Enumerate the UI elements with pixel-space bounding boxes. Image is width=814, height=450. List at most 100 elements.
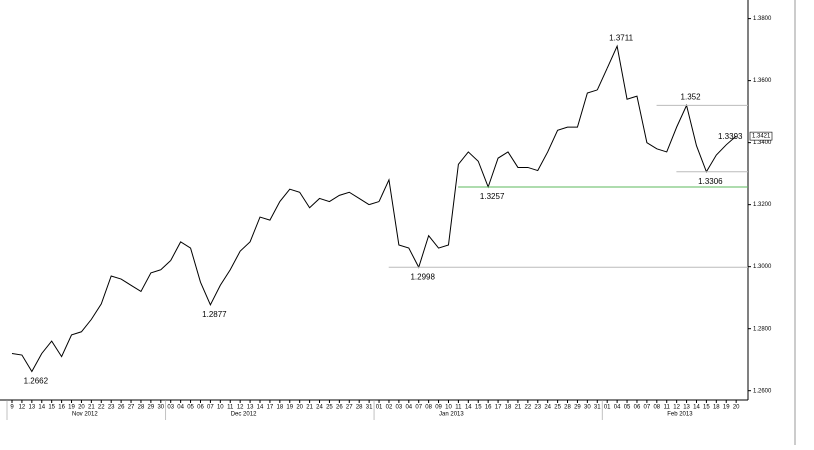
connector: [368, 201, 380, 206]
x-tick-label: 23: [108, 405, 115, 411]
x-tick-label: 16: [58, 405, 65, 411]
x-tick-label: 10: [217, 405, 224, 411]
x-tick-label: 9: [10, 405, 14, 411]
x-tick-label: 28: [138, 405, 145, 411]
x-tick-label: 23: [534, 405, 541, 411]
y-tick-label: 1.3200: [753, 202, 772, 208]
x-tick-label: 21: [306, 405, 313, 411]
annotation: 1.2662: [24, 377, 49, 386]
x-tick-label: 03: [167, 405, 174, 411]
x-tick-label: 25: [554, 405, 561, 411]
y-tick-label: 1.3600: [753, 78, 772, 84]
annotation: 1.2998: [410, 272, 435, 281]
x-tick-label: 21: [515, 405, 522, 411]
x-tick-label: 28: [356, 405, 363, 411]
x-tick-label: 07: [415, 405, 422, 411]
price-line: [170, 188, 370, 306]
month-label: Dec 2012: [231, 412, 257, 418]
x-tick-label: 18: [276, 405, 283, 411]
x-tick-label: 14: [38, 405, 45, 411]
annotation: 1.3306: [698, 177, 723, 186]
x-tick-label: 15: [703, 405, 710, 411]
x-tick-label: 19: [723, 405, 730, 411]
x-tick-label: 25: [326, 405, 333, 411]
x-tick-label: 03: [396, 405, 403, 411]
x-tick-label: 05: [187, 405, 194, 411]
x-tick-label: 26: [118, 405, 125, 411]
x-tick-label: 08: [425, 405, 432, 411]
annotation: 1.3393: [718, 132, 743, 141]
x-tick-label: 01: [376, 405, 383, 411]
x-tick-label: 04: [614, 405, 621, 411]
month-label: Feb 2013: [667, 412, 693, 418]
x-tick-label: 28: [564, 405, 571, 411]
x-tick-label: 24: [316, 405, 323, 411]
annotation: 1.3257: [480, 192, 505, 201]
x-tick-label: 22: [524, 405, 531, 411]
x-tick-label: 30: [157, 405, 164, 411]
x-tick-label: 20: [733, 405, 740, 411]
month-label: Jan 2013: [439, 412, 464, 418]
x-tick-label: 18: [713, 405, 720, 411]
x-tick-label: 16: [485, 405, 492, 411]
x-tick-label: 30: [584, 405, 591, 411]
x-tick-label: 17: [495, 405, 502, 411]
month-label: Nov 2012: [72, 412, 98, 418]
x-tick-label: 10: [445, 405, 452, 411]
y-tick-label: 1.3000: [753, 264, 772, 270]
x-tick-label: 19: [68, 405, 75, 411]
annotation: 1.2877: [202, 310, 227, 319]
y-tick-label: 1.2600: [753, 388, 772, 394]
y-tick-label: 1.3800: [753, 16, 772, 22]
x-tick-label: 07: [207, 405, 214, 411]
x-tick-label: 13: [247, 405, 254, 411]
x-tick-label: 06: [197, 405, 204, 411]
x-tick-label: 14: [257, 405, 264, 411]
x-tick-label: 02: [386, 405, 393, 411]
x-tick-label: 04: [405, 405, 412, 411]
x-tick-label: 09: [435, 405, 442, 411]
x-tick-label: 27: [346, 405, 353, 411]
x-tick-label: 11: [455, 405, 462, 411]
x-tick-label: 24: [544, 405, 551, 411]
x-tick-label: 18: [505, 405, 512, 411]
last-price-box: [749, 131, 773, 141]
x-tick-label: 22: [98, 405, 105, 411]
price-line: [11, 269, 161, 373]
last-price-label: 1.3421: [752, 134, 771, 140]
x-tick-label: 15: [475, 405, 482, 411]
y-tick-label: 1.2800: [753, 326, 772, 332]
x-tick-label: 01: [604, 405, 611, 411]
x-tick-label: 20: [296, 405, 303, 411]
x-tick-label: 07: [644, 405, 651, 411]
x-tick-label: 17: [267, 405, 274, 411]
y-tick-label: 1.3400: [753, 140, 772, 146]
price-line: [606, 44, 737, 173]
x-tick-label: 14: [693, 405, 700, 411]
x-tick-label: 04: [177, 405, 184, 411]
x-tick-label: 08: [653, 405, 660, 411]
x-tick-label: 13: [28, 405, 35, 411]
x-tick-label: 21: [88, 405, 95, 411]
annotation: 1.352: [681, 93, 702, 102]
x-tick-label: 14: [465, 405, 472, 411]
x-tick-label: 29: [574, 405, 581, 411]
x-tick-label: 12: [673, 405, 680, 411]
connector: [596, 68, 608, 91]
x-tick-label: 20: [78, 405, 85, 411]
x-tick-label: 13: [683, 405, 690, 411]
x-tick-label: 31: [594, 405, 601, 411]
x-tick-label: 26: [336, 405, 343, 411]
x-tick-label: 05: [624, 405, 631, 411]
x-tick-label: 29: [148, 405, 155, 411]
connector: [160, 260, 172, 271]
x-tick-label: 27: [128, 405, 135, 411]
x-tick-label: 06: [634, 405, 641, 411]
x-tick-label: 15: [48, 405, 55, 411]
x-tick-label: 19: [286, 405, 293, 411]
x-tick-label: 11: [227, 405, 234, 411]
x-tick-label: 11: [664, 405, 671, 411]
x-tick-label: 12: [237, 405, 244, 411]
